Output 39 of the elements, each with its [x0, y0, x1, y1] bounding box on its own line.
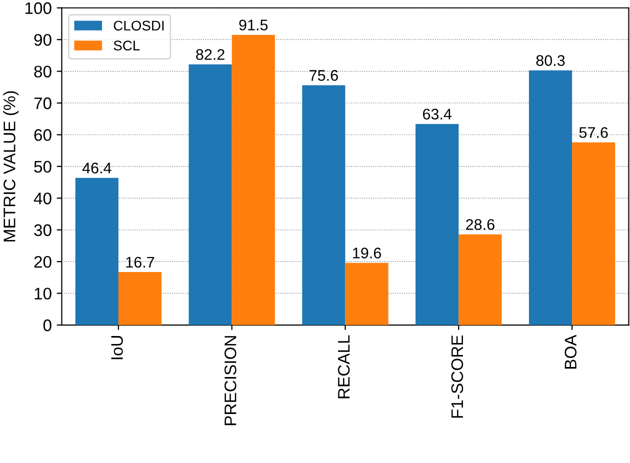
- bar: [458, 234, 502, 326]
- bar: [188, 64, 232, 326]
- legend-label: SCL: [114, 40, 140, 50]
- data-label: 75.6: [310, 70, 338, 81]
- y-tick-label: 70: [34, 97, 52, 110]
- x-tick-label: IoU: [111, 336, 123, 360]
- y-tick-label: 30: [34, 224, 52, 236]
- data-label: 82.2: [196, 49, 224, 60]
- y-tick-label: 60: [34, 129, 52, 141]
- y-tick-label: 80: [34, 66, 52, 78]
- x-tick-label: F1-SCORE: [451, 335, 464, 418]
- data-label: 19.6: [353, 248, 381, 258]
- bar: [345, 262, 388, 326]
- data-label: 57.6: [579, 127, 608, 138]
- bar: [232, 34, 275, 326]
- y-tick-label: 100: [25, 2, 52, 14]
- y-tick-label: 90: [34, 34, 52, 46]
- bar: [302, 85, 346, 326]
- bar: [572, 142, 616, 326]
- bar: [75, 178, 118, 326]
- data-label: 28.6: [466, 219, 494, 230]
- y-tick-label: 10: [34, 288, 52, 300]
- bar: [118, 272, 162, 326]
- data-label: 80.3: [536, 55, 565, 66]
- y-tick-label: 0: [43, 319, 52, 332]
- x-tick-label: RECALL: [338, 335, 350, 398]
- data-label: 16.7: [126, 256, 154, 268]
- y-axis-title: METRIC VALUE (%): [3, 91, 19, 242]
- x-tick-label: BOA: [564, 334, 577, 369]
- y-tick-label: 20: [34, 256, 52, 268]
- y-tick-label: 40: [34, 192, 52, 204]
- data-label: 46.4: [82, 162, 112, 174]
- bar: [528, 70, 572, 326]
- y-tick-label: 50: [34, 160, 52, 173]
- bar: [416, 124, 459, 326]
- legend-label: CLOSDI: [114, 20, 164, 31]
- x-tick-label: PRECISION: [224, 336, 236, 426]
- data-label: 91.5: [239, 20, 268, 30]
- data-label: 63.4: [423, 108, 452, 120]
